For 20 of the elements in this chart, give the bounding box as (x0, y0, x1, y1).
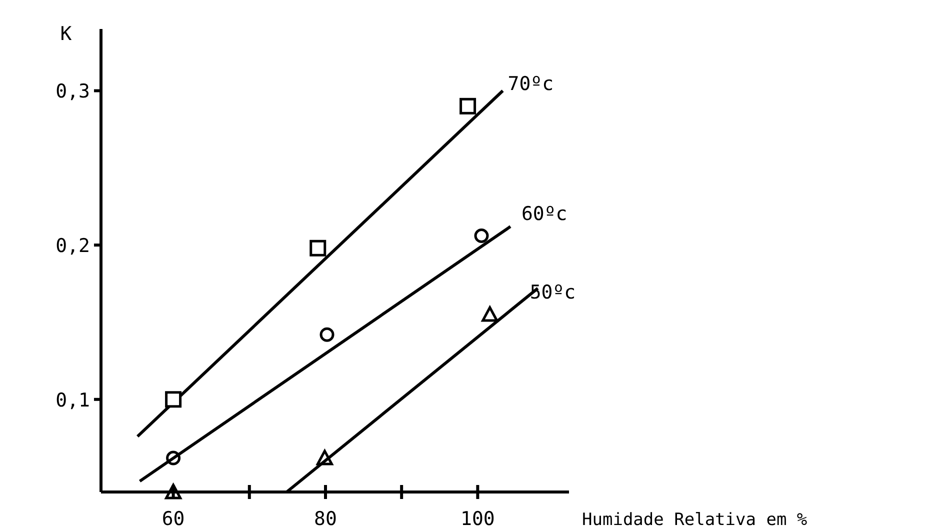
point (460, 98, 476, 114)
y-axis-title: K (60, 23, 72, 45)
y-tick-label: 0,2 (56, 235, 90, 258)
point (166, 450, 181, 466)
point (316, 450, 333, 466)
x-axis-title: Humidade Relativa em % (582, 510, 808, 530)
x-tick-label: 100 (460, 508, 495, 530)
point (474, 228, 489, 244)
point (310, 240, 326, 256)
series-label: 60ºc (521, 202, 568, 225)
point (320, 327, 334, 342)
x-tick-label: 60 (162, 508, 185, 530)
series-label: 70ºc (508, 73, 554, 96)
y-tick-label: 0,3 (56, 80, 90, 103)
x-tick-label: 80 (314, 508, 337, 530)
point (165, 484, 182, 500)
y-tick-label: 0,1 (56, 389, 90, 412)
series-label: 50ºc (530, 282, 576, 304)
point (482, 306, 498, 322)
point (165, 391, 182, 408)
